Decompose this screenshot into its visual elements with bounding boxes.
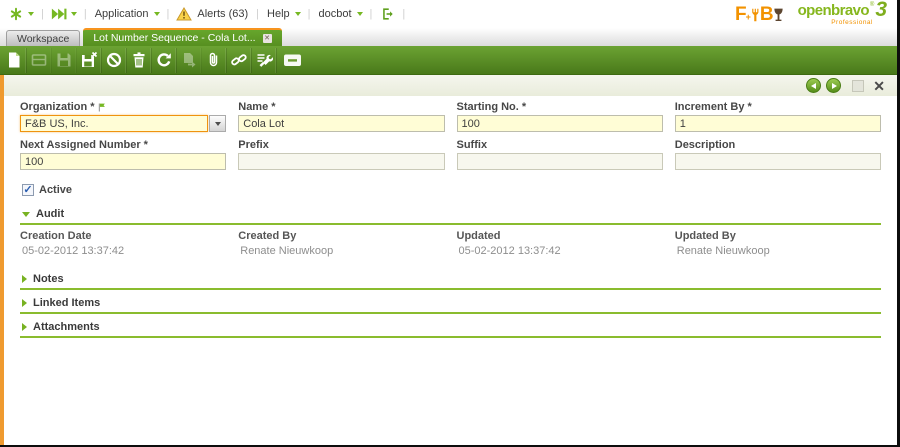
chevron-down-icon — [356, 12, 363, 16]
field-next-assigned-number: Next Assigned Number * 100 — [20, 139, 227, 170]
organization-combobox[interactable]: F&B US, Inc. — [20, 115, 227, 132]
paperclip-icon — [209, 52, 218, 67]
audit-tools-button[interactable] — [252, 47, 277, 73]
record-toolbar — [0, 46, 897, 75]
section-linked-items[interactable]: Linked Items — [20, 293, 881, 314]
fork-icon — [752, 8, 759, 21]
audit-updated: Updated 05-02-2012 13:37:42 — [456, 230, 561, 257]
menu-application[interactable]: Application — [94, 8, 160, 20]
audit-fields: Creation Date 05-02-2012 13:37:42 Create… — [20, 230, 881, 257]
undo-button[interactable] — [102, 47, 127, 73]
chevron-down-icon — [153, 12, 160, 16]
attachment-button[interactable] — [202, 47, 227, 73]
section-audit[interactable]: Audit — [20, 204, 881, 225]
goblet-icon — [773, 8, 783, 21]
section-notes[interactable]: Notes — [20, 269, 881, 290]
brand-logos: F + B openbravo ® 3 Professional — [735, 0, 887, 26]
chevron-right-icon — [22, 323, 27, 331]
form-view: ✕ Organization * F&B US, Inc. Name * — [0, 75, 897, 445]
top-header: | | Application | Alerts (63) | Help | — [0, 0, 897, 28]
workspace-star-button[interactable] — [8, 7, 34, 21]
logout-icon — [383, 8, 394, 20]
active-checkbox[interactable]: ✓ — [22, 184, 34, 196]
starting-no-input[interactable]: 100 — [456, 115, 663, 132]
suffix-input[interactable] — [456, 153, 663, 170]
close-view-icon[interactable]: ✕ — [873, 77, 885, 94]
menu-user[interactable]: docbot — [318, 8, 363, 20]
chevron-down-icon — [22, 211, 30, 217]
new-document-button[interactable] — [2, 47, 27, 73]
save-button — [52, 47, 77, 73]
export-icon — [184, 53, 196, 68]
tab-bar: Workspace Lot Number Sequence - Cola Lot… — [0, 28, 897, 46]
maximize-button — [852, 79, 865, 92]
star-icon — [10, 7, 22, 21]
export-button — [177, 47, 202, 73]
chevron-down-icon — [214, 121, 221, 126]
previous-record-button[interactable] — [806, 78, 822, 93]
name-input[interactable]: Cola Lot — [238, 115, 445, 132]
tab-lot-number-sequence[interactable]: Lot Number Sequence - Cola Lot... ✕ — [83, 28, 282, 46]
chevron-right-icon — [22, 275, 27, 283]
menu-help[interactable]: Help — [266, 8, 301, 20]
audit-created-by: Created By Renate Nieuwkoop — [238, 230, 334, 257]
field-prefix: Prefix — [238, 139, 445, 170]
record-nav-bar: ✕ — [4, 75, 897, 96]
field-starting-no: Starting No. * 100 — [456, 101, 663, 132]
ban-icon — [106, 52, 122, 68]
openbravo-logo: openbravo ® 3 Professional — [797, 0, 887, 26]
delete-button[interactable] — [127, 47, 152, 73]
quick-launch-button[interactable] — [51, 7, 77, 21]
description-input[interactable] — [674, 153, 881, 170]
audit-updated-by: Updated By Renate Nieuwkoop — [674, 230, 770, 257]
audit-creation-date: Creation Date 05-02-2012 13:37:42 — [20, 230, 125, 257]
arrow-left-icon — [810, 82, 816, 89]
org-flag-icon — [98, 103, 105, 111]
field-suffix: Suffix — [456, 139, 663, 170]
fb-logo: F + B — [735, 5, 784, 24]
combo-dropdown-button[interactable] — [209, 115, 227, 132]
field-organization: Organization * F&B US, Inc. — [20, 101, 227, 132]
chevron-right-icon — [22, 299, 27, 307]
chevron-down-icon — [28, 12, 34, 16]
refresh-button[interactable] — [152, 47, 177, 73]
new-document-icon — [9, 52, 20, 68]
menu-alerts[interactable]: Alerts (63) — [176, 7, 249, 21]
tab-workspace[interactable]: Workspace — [6, 30, 81, 46]
chevron-down-icon — [70, 12, 77, 16]
wrench-list-icon — [257, 54, 273, 67]
fast-forward-icon — [51, 8, 67, 20]
field-active: ✓ Active — [22, 184, 881, 196]
link-icon — [231, 54, 247, 66]
logout-button[interactable] — [379, 7, 395, 21]
section-attachments[interactable]: Attachments — [20, 317, 881, 338]
save-close-button[interactable] — [77, 47, 102, 73]
field-increment-by: Increment By * 1 — [674, 101, 881, 132]
next-assigned-number-input[interactable]: 100 — [20, 153, 227, 170]
field-name: Name * Cola Lot — [238, 101, 445, 132]
chevron-down-icon — [294, 12, 301, 16]
tab-close-icon[interactable]: ✕ — [262, 33, 272, 43]
active-label: Active — [39, 184, 73, 196]
save-close-icon — [82, 51, 98, 67]
warning-icon — [176, 7, 193, 21]
link-button[interactable] — [227, 47, 252, 73]
collapse-icon — [283, 54, 301, 66]
form-area: Organization * F&B US, Inc. Name * Cola … — [4, 96, 897, 445]
next-record-button[interactable] — [826, 78, 842, 93]
new-row-button — [27, 47, 52, 73]
prefix-input[interactable] — [238, 153, 445, 170]
save-icon — [57, 53, 71, 67]
field-description: Description — [674, 139, 881, 170]
trash-icon — [133, 52, 145, 68]
refresh-icon — [157, 53, 171, 67]
increment-by-input[interactable]: 1 — [674, 115, 881, 132]
arrow-right-icon — [831, 82, 837, 89]
collapse-form-button[interactable] — [280, 48, 305, 73]
new-row-icon — [31, 54, 47, 66]
